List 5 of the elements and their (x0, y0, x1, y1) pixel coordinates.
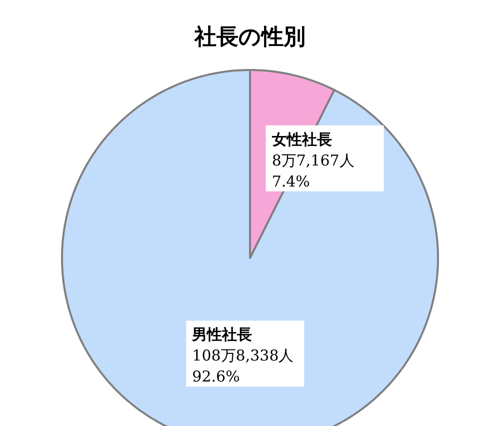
data-label: 108万8,338人 92.6% (192, 346, 294, 386)
chart-title: 社長の性別 (194, 25, 306, 50)
slice-label: 女性社長 (270, 130, 332, 148)
data-label: 8万7,167人 7.4% (272, 151, 354, 190)
slice-label: 男性社長 (191, 326, 252, 344)
